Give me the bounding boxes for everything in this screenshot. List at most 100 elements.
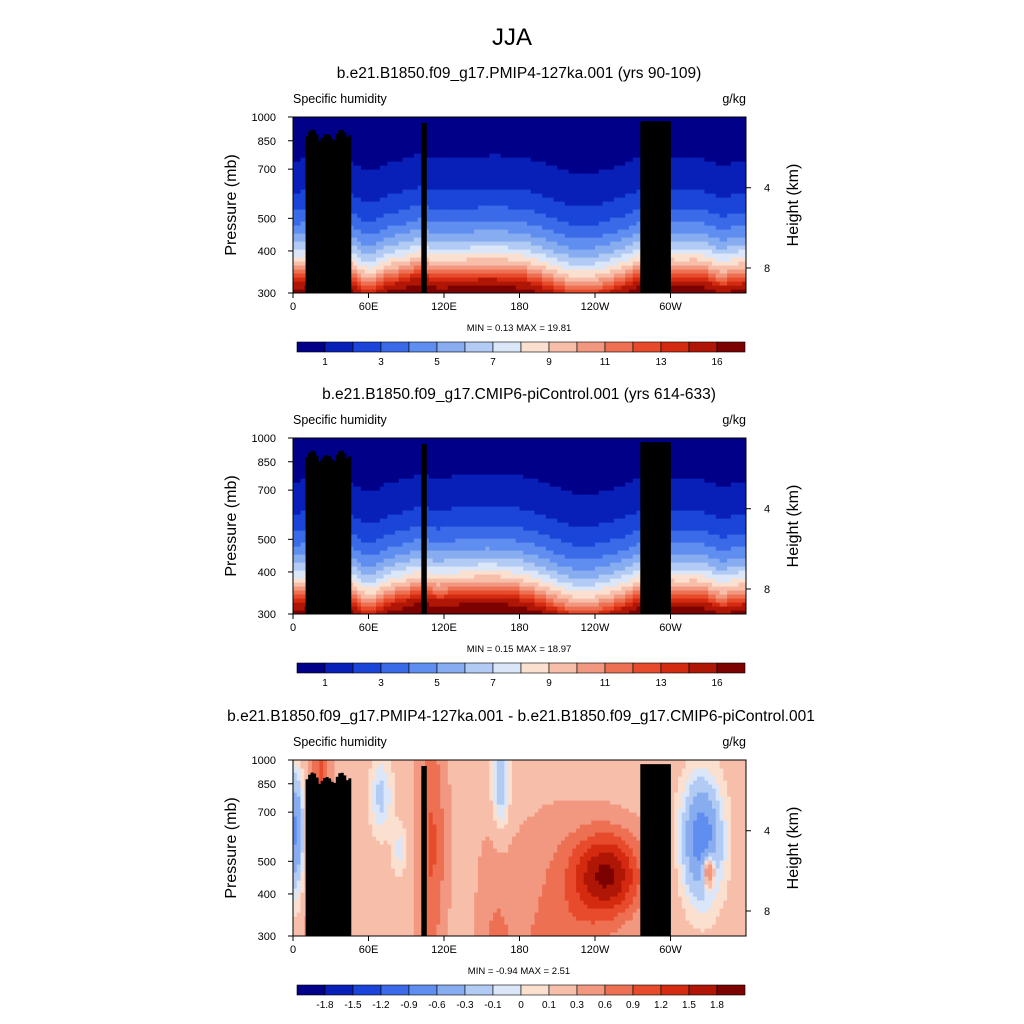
panel-1-title: b.e21.B1850.f09_g17.PMIP4-127ka.001 (yrs… bbox=[337, 65, 702, 82]
panel-2-y-tick-label: 400 bbox=[258, 567, 276, 579]
panel-1-colorbar-label: 3 bbox=[378, 357, 384, 368]
panel-2-colorbar-label: 13 bbox=[655, 678, 667, 689]
panel-1-ylabel-right: Height (km) bbox=[785, 164, 802, 247]
panel-2-ylabel: Pressure (mb) bbox=[223, 475, 240, 576]
panel-3-colorbar-label: -0.3 bbox=[456, 1000, 474, 1011]
figure-title: JJA bbox=[492, 24, 532, 51]
panel-1-right-tick-label: 4 bbox=[764, 183, 770, 195]
panel-2-title: b.e21.B1850.f09_g17.CMIP6-piControl.001 … bbox=[322, 386, 716, 403]
panel-2-min-max: MIN = 0.15 MAX = 18.97 bbox=[467, 644, 572, 655]
panel-3-right-tick-label: 4 bbox=[764, 826, 770, 838]
panel-3-y-tick-label: 300 bbox=[258, 931, 276, 943]
panel-1-y-tick-label: 400 bbox=[258, 246, 276, 258]
panel-3-y-tick-label: 850 bbox=[258, 779, 276, 791]
panel-3-colorbar-label: -1.5 bbox=[344, 1000, 362, 1011]
panel-1-x-tick-label: 60W bbox=[659, 301, 682, 313]
panel-2-y-tick-label: 500 bbox=[258, 534, 276, 546]
panel-2-colorbar-label: 16 bbox=[711, 678, 723, 689]
panel-1-unit-label: g/kg bbox=[722, 92, 746, 106]
panel-1-colorbar-label: 16 bbox=[711, 357, 723, 368]
panel-1-colorbar-label: 1 bbox=[322, 357, 328, 368]
panel-3-right-tick-label: 8 bbox=[764, 906, 770, 918]
panel-3-variable-label: Specific humidity bbox=[293, 735, 388, 749]
panel-1-y-tick-label: 850 bbox=[258, 136, 276, 148]
panel-1-x-tick-label: 120E bbox=[431, 301, 457, 313]
panel-2-colorbar-label: 7 bbox=[490, 678, 496, 689]
panel-2-x-tick-label: 180 bbox=[510, 622, 528, 634]
panel-2-y-tick-label: 300 bbox=[258, 609, 276, 621]
panel-3-colorbar-label: 0.6 bbox=[598, 1000, 612, 1011]
panel-3-ylabel-right: Height (km) bbox=[785, 807, 802, 890]
panel-1-y-tick-label: 700 bbox=[258, 164, 276, 176]
panel-1-colorbar-label: 5 bbox=[434, 357, 440, 368]
panel-1-x-tick-label: 0 bbox=[290, 301, 296, 313]
panel-3-title: b.e21.B1850.f09_g17.PMIP4-127ka.001 - b.… bbox=[227, 708, 815, 725]
panel-1-y-tick-label: 300 bbox=[258, 288, 276, 300]
panel-2-field bbox=[293, 438, 746, 614]
panel-1-y-tick-label: 500 bbox=[258, 213, 276, 225]
panel-3-x-tick-label: 0 bbox=[290, 944, 296, 956]
panel-1: b.e21.B1850.f09_g17.PMIP4-127ka.001 (yrs… bbox=[223, 65, 802, 368]
panel-3-y-tick-label: 500 bbox=[258, 856, 276, 868]
panel-1-min-max: MIN = 0.13 MAX = 19.81 bbox=[467, 323, 572, 334]
panel-1-colorbar-label: 11 bbox=[600, 357, 611, 368]
panel-2-x-tick-label: 120W bbox=[581, 622, 610, 634]
panel-3-topography bbox=[305, 764, 671, 936]
panel-3-colorbar-label: -1.2 bbox=[372, 1000, 390, 1011]
panel-3-x-tick-label: 120W bbox=[581, 944, 610, 956]
panel-1-colorbar: 1 3 5 7 9 11 13 16 bbox=[296, 341, 746, 368]
panel-3-y-tick-label: 400 bbox=[258, 889, 276, 901]
panel-2-y-tick-label: 1000 bbox=[252, 433, 276, 445]
panel-3: b.e21.B1850.f09_g17.PMIP4-127ka.001 - b.… bbox=[223, 708, 815, 1011]
panel-1-variable-label: Specific humidity bbox=[293, 92, 388, 106]
panels: b.e21.B1850.f09_g17.PMIP4-127ka.001 (yrs… bbox=[223, 65, 815, 1011]
panel-1-colorbar-label: 9 bbox=[546, 357, 552, 368]
panel-3-colorbar-label: -0.9 bbox=[400, 1000, 418, 1011]
panel-2-right-tick-label: 8 bbox=[764, 584, 770, 596]
panel-3-x-tick-label: 60W bbox=[659, 944, 682, 956]
panel-3-colorbar-label: 1.5 bbox=[682, 1000, 696, 1011]
panel-3-x-tick-label: 60E bbox=[359, 944, 379, 956]
panel-1-y-tick-label: 1000 bbox=[252, 112, 276, 124]
panel-2-colorbar-label: 5 bbox=[434, 678, 440, 689]
panel-2-x-tick-label: 60W bbox=[659, 622, 682, 634]
panel-3-x-tick-label: 180 bbox=[510, 944, 528, 956]
panel-3-colorbar-label: 0.9 bbox=[626, 1000, 640, 1011]
panel-3-ylabel: Pressure (mb) bbox=[223, 797, 240, 898]
panel-3-colorbar-label: 1.2 bbox=[654, 1000, 668, 1011]
panel-2-colorbar-label: 3 bbox=[378, 678, 384, 689]
panel-3-y-tick-label: 1000 bbox=[252, 755, 276, 767]
panel-3-field bbox=[293, 760, 746, 936]
panel-2-y-tick-label: 850 bbox=[258, 457, 276, 469]
panel-2-ylabel-right: Height (km) bbox=[785, 485, 802, 568]
panel-1-x-tick-label: 60E bbox=[359, 301, 379, 313]
panel-1-colorbar-label: 13 bbox=[655, 357, 667, 368]
panel-3-unit-label: g/kg bbox=[722, 735, 746, 749]
panel-2-right-tick-label: 4 bbox=[764, 504, 770, 516]
panel-2: b.e21.B1850.f09_g17.CMIP6-piControl.001 … bbox=[223, 386, 802, 689]
panel-2-topography bbox=[305, 442, 671, 614]
panel-3-colorbar-label: 0 bbox=[518, 1000, 524, 1011]
panel-2-x-tick-label: 120E bbox=[431, 622, 457, 634]
panel-3-colorbar-label: -0.6 bbox=[428, 1000, 446, 1011]
panel-2-colorbar-label: 1 bbox=[322, 678, 328, 689]
panel-3-y-tick-label: 700 bbox=[258, 807, 276, 819]
panel-3-colorbar-label: -1.8 bbox=[316, 1000, 334, 1011]
panel-2-colorbar: 1 3 5 7 9 11 13 16 bbox=[296, 662, 746, 689]
panel-2-x-tick-label: 0 bbox=[290, 622, 296, 634]
panel-2-colorbar-label: 11 bbox=[600, 678, 611, 689]
panel-2-variable-label: Specific humidity bbox=[293, 413, 388, 427]
panel-3-x-tick-label: 120E bbox=[431, 944, 457, 956]
panel-3-colorbar-label: 0.1 bbox=[542, 1000, 556, 1011]
panel-3-colorbar: -1.8 -1.5 -1.2 -0.9 -0.6 -0.3 -0.1 0 0.1 0.3 0.6 0.… bbox=[296, 984, 746, 1011]
panel-3-colorbar-label: -0.1 bbox=[484, 1000, 502, 1011]
panel-2-x-tick-label: 60E bbox=[359, 622, 379, 634]
panel-2-y-tick-label: 700 bbox=[258, 485, 276, 497]
panel-1-topography bbox=[305, 121, 671, 293]
panel-1-x-tick-label: 120W bbox=[581, 301, 610, 313]
panel-1-right-tick-label: 8 bbox=[764, 263, 770, 275]
panel-2-colorbar-label: 9 bbox=[546, 678, 552, 689]
panel-1-ylabel: Pressure (mb) bbox=[223, 154, 240, 255]
panel-3-colorbar-label: 1.8 bbox=[710, 1000, 724, 1011]
